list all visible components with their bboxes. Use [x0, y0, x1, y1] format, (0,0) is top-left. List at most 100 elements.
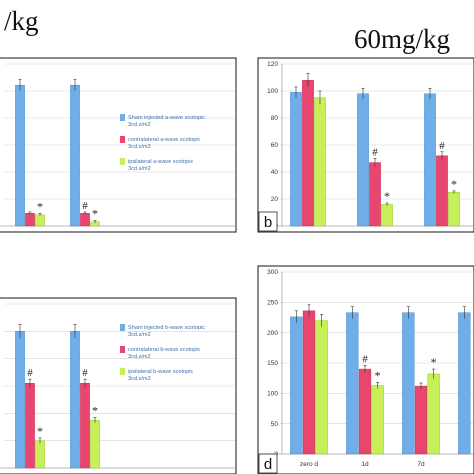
significance-marker: * — [92, 403, 98, 417]
significance-marker: # — [372, 147, 378, 159]
y-tick-label: 20 — [271, 196, 279, 203]
y-tick-label: 100 — [267, 88, 278, 95]
legend-label: Sham injected b-wave scotopic — [128, 325, 205, 331]
bar — [458, 312, 471, 455]
significance-marker: * — [431, 355, 437, 369]
legend-label-unit: 3cd.s/m2 — [128, 332, 151, 338]
legend-label-unit: 3cd.s/m2 — [128, 376, 151, 382]
panel-label: d — [264, 456, 272, 473]
significance-marker: * — [451, 177, 457, 191]
bar — [80, 383, 90, 469]
significance-marker: * — [384, 189, 390, 203]
bar — [25, 383, 35, 469]
panel-label-box — [258, 453, 278, 474]
y-tick-label: 60 — [271, 142, 279, 149]
x-tick-label: zero d — [300, 461, 318, 468]
y-tick-label: 250 — [267, 300, 278, 307]
bar — [25, 213, 35, 227]
bar — [80, 213, 90, 227]
y-tick-label: 50 — [271, 421, 279, 428]
bar — [371, 385, 384, 455]
bar — [15, 84, 25, 227]
legend-label: contralateral b-wave scotopic — [128, 347, 201, 353]
legend-swatch — [120, 158, 125, 165]
significance-marker: # — [362, 353, 368, 365]
bar — [381, 204, 393, 227]
significance-marker: # — [82, 200, 88, 212]
legend-label-unit: 3cd.s/m2 — [128, 122, 151, 128]
legend-swatch — [120, 346, 125, 353]
chart-panel-d: zero d1d7d14#**050100150200250300d — [257, 265, 474, 474]
bar — [90, 419, 100, 469]
legend-label: ipsilateral b-wave scotopic — [128, 369, 193, 375]
legend-swatch — [120, 368, 125, 375]
bar — [427, 373, 440, 455]
y-tick-label: 150 — [267, 360, 278, 367]
x-tick-label: 14d — [25, 233, 36, 240]
x-tick-label: 1d — [361, 461, 369, 468]
chart-panel-a: 14d 28d* #*Sham injected a-wave scotopic3c… — [0, 57, 237, 240]
bar — [35, 440, 45, 469]
panel-label: b — [264, 214, 272, 231]
legend-label-unit: 3cd.s/m2 — [128, 166, 151, 172]
significance-marker: * — [37, 424, 43, 438]
bar — [15, 331, 25, 469]
bar — [70, 331, 80, 469]
legend-label-unit: 3cd.s/m2 — [128, 354, 151, 360]
significance-marker: # — [82, 367, 88, 379]
plot-area: 14d 28d * # * — [0, 63, 235, 240]
x-tick-label: 7d — [417, 461, 425, 468]
bar — [302, 310, 316, 455]
legend-swatch — [120, 324, 125, 331]
legend: Sham injected a-wave scotopic3cd.s/m2con… — [120, 114, 205, 172]
y-tick-label: 200 — [267, 330, 278, 337]
y-tick-label: 120 — [267, 61, 278, 68]
bar — [346, 312, 359, 455]
legend-label-unit: 3cd.s/m2 — [128, 144, 151, 150]
bar — [436, 155, 448, 227]
bar — [369, 162, 381, 227]
bar — [358, 368, 372, 455]
bar — [402, 312, 415, 455]
bar — [70, 84, 80, 227]
significance-marker: * — [92, 206, 98, 220]
bar — [315, 320, 328, 455]
bar — [302, 79, 314, 227]
bar — [35, 214, 45, 227]
y-tick-label: 80 — [271, 115, 279, 122]
bar — [290, 92, 302, 227]
significance-marker: * — [37, 199, 43, 213]
x-tick-label: zero d — [299, 233, 317, 240]
header-left: /kg — [4, 6, 39, 36]
header-right: 60mg/kg — [354, 24, 450, 54]
y-tick-label: 300 — [267, 269, 278, 276]
bar — [424, 93, 436, 227]
bar — [314, 97, 326, 227]
significance-marker: # — [439, 140, 445, 152]
y-tick-label: 100 — [267, 391, 278, 398]
legend-swatch — [120, 114, 125, 121]
significance-marker: * — [375, 368, 381, 382]
plot-area: zero d 1d 7d # * # * — [259, 63, 473, 240]
legend-swatch — [120, 136, 125, 143]
legend-label: Sham injected a-wave scotopic — [128, 115, 205, 121]
bar — [357, 93, 369, 227]
x-tick-label: 7d — [438, 233, 446, 240]
legend-label: ipsilateral a-wave scotopic — [128, 159, 193, 165]
legend: Sham injected b-wave scotopic3cd.s/m2con… — [120, 324, 205, 382]
x-tick-label: 1d — [371, 233, 379, 240]
x-tick-label: 28d — [80, 233, 91, 240]
panels: 14d 28d* #*Sham injected a-wave scotopic3c… — [0, 57, 474, 474]
bar — [448, 192, 460, 227]
bar — [290, 316, 303, 455]
bar — [414, 385, 428, 455]
significance-marker: # — [27, 367, 33, 379]
plot-area: zero d1d7d14#** — [259, 271, 473, 468]
panel-label-box — [258, 211, 278, 232]
y-tick-label: 40 — [271, 169, 279, 176]
legend-label: contralateral a-wave scotopic — [128, 137, 201, 143]
